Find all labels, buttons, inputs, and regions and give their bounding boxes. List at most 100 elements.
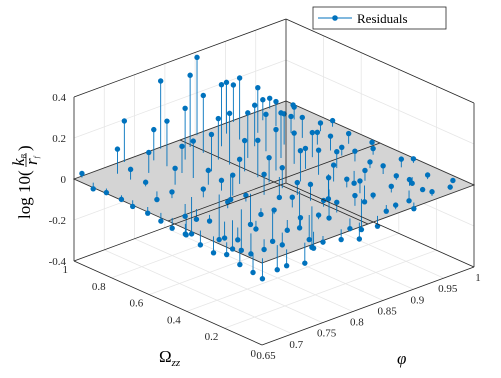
residual-point (327, 133, 334, 139)
residual-point (205, 167, 212, 174)
axis-box (73, 18, 475, 346)
residual-point (406, 198, 412, 204)
residual-point (330, 162, 337, 168)
residual-point (182, 231, 189, 237)
residual-point (187, 72, 193, 78)
residual-point (157, 78, 164, 84)
x-tick-label: 0.85 (378, 305, 398, 317)
residual-point (299, 114, 305, 121)
residual-point (338, 236, 344, 243)
residual-point (206, 218, 213, 224)
residual-point (190, 138, 196, 144)
residual-point (306, 236, 312, 243)
residual-point (329, 117, 336, 124)
y-tick-label: 0.8 (92, 281, 106, 293)
residual-point (146, 149, 152, 156)
residual-point (90, 186, 96, 192)
residual-point (297, 214, 304, 221)
residual-point (79, 170, 85, 177)
residual-point (121, 118, 128, 124)
residual-point (251, 102, 258, 108)
residual-point (388, 183, 394, 190)
y-tick-label: 0.2 (205, 331, 219, 343)
residual-point (352, 148, 358, 154)
residual-point (419, 186, 426, 193)
residual-point (250, 269, 256, 276)
residual-point (369, 139, 375, 146)
z-tick-label: 0.2 (52, 133, 66, 145)
residual-point (339, 144, 345, 151)
residual-point (344, 176, 350, 182)
residual-point (258, 211, 264, 218)
residual-point (352, 192, 358, 199)
residual-point (266, 154, 272, 161)
residual-point (326, 215, 332, 221)
residual-point (200, 186, 206, 192)
residual-point (291, 130, 297, 136)
residual-point (296, 225, 303, 231)
legend-marker (332, 15, 338, 21)
residual-point (278, 110, 284, 116)
residual-point (208, 131, 215, 138)
residual-point (218, 177, 225, 184)
legend: Residuals (312, 6, 447, 30)
residual-point (255, 137, 261, 144)
residual-point (314, 129, 321, 136)
y-tick-label: 1 (63, 264, 69, 276)
z-label-prefix: log 10( (15, 170, 34, 219)
residual-point (267, 95, 273, 101)
residual-point (154, 196, 160, 203)
residual-point (315, 147, 322, 153)
x-tick-label: 0.7 (289, 339, 303, 351)
grid-line (73, 59, 287, 139)
residual-point (357, 178, 363, 184)
residual-point (103, 189, 110, 196)
residual-point (179, 143, 185, 150)
residual-point (276, 194, 283, 201)
residual-point (297, 148, 304, 154)
x-tick-label: 1 (475, 272, 481, 284)
residual-point (182, 105, 188, 112)
residual-point (241, 137, 248, 144)
residual-point (356, 236, 363, 242)
x-tick-label: 0.8 (350, 317, 364, 329)
residual-point (210, 250, 217, 256)
z-axis-label: log 10( kB rf ) (9, 145, 41, 219)
residual-stems (79, 54, 456, 282)
z-tick-label: 0.4 (52, 92, 66, 104)
residual-point (260, 97, 266, 103)
x-axis-line (261, 266, 475, 346)
tick-labels: 0.65 0.7 0.75 0.8 0.85 0.9 0.95 1 0 0.2 0.4 0.6 0.8 1… (49, 92, 481, 362)
residual-point (334, 148, 340, 155)
y-tick-label: 0.6 (129, 298, 143, 310)
y-tick-label: 0.4 (167, 314, 181, 326)
residual-point (236, 75, 243, 81)
residual-point (164, 118, 170, 124)
residual-point (216, 236, 222, 243)
grid-line (285, 59, 475, 145)
residual-point (358, 226, 365, 233)
y-tick-label: 0 (251, 348, 257, 360)
residual-point (194, 54, 200, 61)
grid-line (104, 249, 293, 335)
residual-point (221, 235, 228, 241)
residual-point (263, 111, 269, 118)
residual-point (383, 208, 389, 214)
residual-point (230, 172, 236, 178)
residual-point (370, 145, 376, 152)
x-tick-label: 0.75 (317, 328, 337, 340)
grid-line (186, 233, 399, 312)
residual-point (334, 199, 340, 205)
z-tick-label: 0 (61, 174, 67, 186)
residual-point (245, 110, 251, 116)
residual-point (398, 156, 405, 162)
residual-point (289, 194, 295, 200)
residual-point (274, 267, 280, 273)
x-axis-label: φ (397, 349, 406, 368)
residual-point (288, 113, 294, 120)
residual-point (291, 104, 297, 110)
residual-point (129, 203, 136, 210)
residual-point (142, 179, 149, 185)
x-tick-label: 0.95 (438, 283, 458, 295)
residual-point (393, 173, 399, 179)
